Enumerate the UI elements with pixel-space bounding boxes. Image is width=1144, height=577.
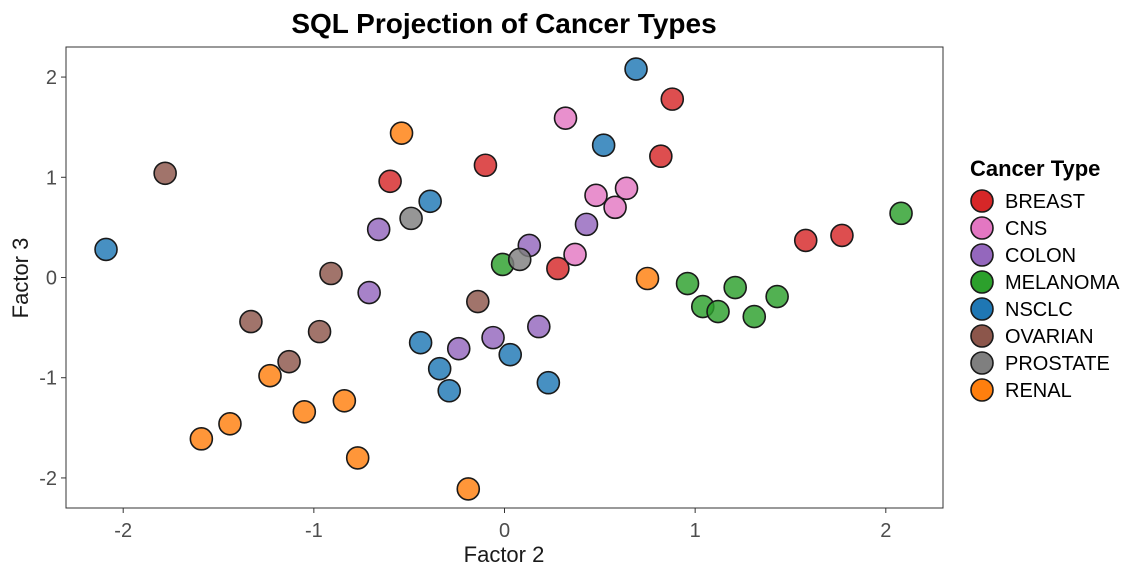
- point-ovarian: [307, 319, 332, 344]
- chart-title: SQL Projection of Cancer Types: [291, 8, 716, 39]
- point-nsclc: [437, 378, 462, 403]
- point-ovarian: [153, 161, 177, 186]
- point-colon: [357, 280, 381, 305]
- point-prostate: [507, 247, 532, 272]
- x-tick-label: -1: [305, 520, 323, 542]
- point-breast: [660, 87, 685, 111]
- point-cns: [584, 183, 608, 208]
- point-renal: [345, 446, 370, 470]
- legend-label-colon: COLON: [1005, 245, 1076, 267]
- point-renal: [635, 266, 660, 291]
- plot-panel: [65, 46, 944, 509]
- point-melanoma: [742, 304, 767, 329]
- y-tick-label: -1: [39, 368, 57, 390]
- legend-key-ovarian: [970, 324, 994, 348]
- legend-title: Cancer Type: [970, 156, 1100, 181]
- point-nsclc: [94, 237, 118, 262]
- point-colon: [446, 336, 471, 361]
- point-prostate: [399, 206, 423, 231]
- point-renal: [218, 412, 242, 436]
- legend-label-nsclc: NSCLC: [1005, 299, 1073, 321]
- point-cns: [553, 106, 578, 130]
- x-tick-label: 0: [499, 520, 510, 542]
- point-melanoma: [706, 299, 730, 324]
- point-cns: [614, 176, 639, 201]
- point-melanoma: [675, 271, 700, 296]
- point-nsclc: [408, 330, 433, 355]
- point-breast: [378, 169, 402, 194]
- point-colon: [481, 325, 505, 350]
- legend-label-renal: RENAL: [1005, 380, 1072, 402]
- y-tick-label: 2: [46, 67, 57, 89]
- point-nsclc: [624, 57, 648, 81]
- point-cns: [603, 195, 627, 220]
- point-breast: [793, 228, 818, 253]
- legend-key-prostate: [970, 351, 994, 375]
- legend-key-nsclc: [970, 297, 994, 321]
- point-renal: [292, 399, 317, 424]
- point-nsclc: [418, 189, 442, 214]
- point-renal: [332, 388, 357, 413]
- point-nsclc: [498, 342, 523, 367]
- point-nsclc: [591, 133, 616, 158]
- point-colon: [527, 314, 551, 339]
- legend: Cancer Type BREAST CNS COLON MELANOMA NSCLC O…: [970, 156, 1120, 402]
- point-colon: [366, 217, 391, 242]
- point-breast: [649, 144, 673, 169]
- legend-label-prostate: PROSTATE: [1005, 353, 1110, 375]
- point-breast: [473, 153, 498, 178]
- point-renal: [258, 363, 282, 388]
- point-ovarian: [239, 309, 263, 334]
- point-breast: [546, 256, 570, 281]
- point-renal: [389, 121, 414, 145]
- point-ovarian: [319, 261, 343, 286]
- point-nsclc: [536, 370, 561, 395]
- point-ovarian: [277, 349, 301, 374]
- x-axis-ticks: -2 -1 0 1 2: [114, 508, 891, 542]
- point-renal: [456, 477, 481, 501]
- legend-key-melanoma: [970, 270, 994, 294]
- legend-key-renal: [970, 378, 994, 402]
- point-renal: [189, 427, 214, 451]
- legend-key-colon: [970, 243, 994, 267]
- legend-label-ovarian: OVARIAN: [1005, 326, 1094, 348]
- y-axis-title: Factor 3: [8, 238, 33, 319]
- point-cns: [563, 242, 587, 267]
- data-points: [94, 57, 913, 501]
- point-colon: [574, 212, 599, 237]
- y-tick-label: 0: [46, 268, 57, 290]
- point-ovarian: [466, 289, 490, 314]
- x-tick-label: 1: [690, 520, 701, 542]
- legend-key-cns: [970, 216, 994, 240]
- point-melanoma: [889, 201, 913, 226]
- x-tick-label: 2: [880, 520, 891, 542]
- point-nsclc: [427, 356, 452, 381]
- x-tick-label: -2: [114, 520, 132, 542]
- legend-key-breast: [970, 189, 994, 213]
- y-tick-label: -2: [39, 468, 57, 490]
- y-tick-label: 1: [46, 167, 57, 189]
- point-breast: [830, 223, 854, 248]
- legend-label-cns: CNS: [1005, 218, 1047, 240]
- point-melanoma: [723, 275, 747, 300]
- legend-label-melanoma: MELANOMA: [1005, 272, 1120, 294]
- legend-label-breast: BREAST: [1005, 191, 1085, 213]
- x-axis-title: Factor 2: [464, 542, 545, 567]
- y-axis-ticks: -2 -1 0 1 2: [39, 67, 66, 490]
- point-melanoma: [765, 284, 789, 309]
